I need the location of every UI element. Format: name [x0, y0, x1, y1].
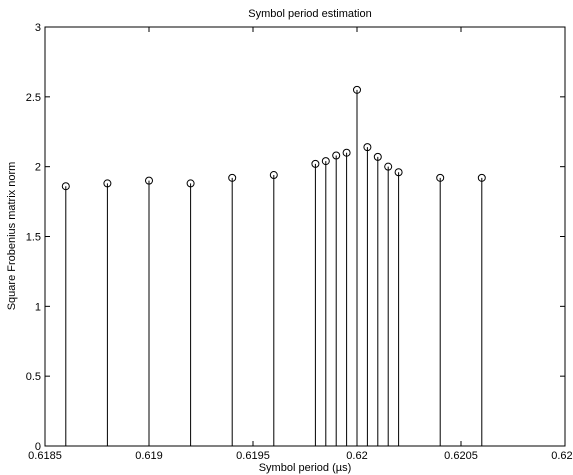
y-tick-label: 3 [35, 22, 41, 34]
stem-marker [384, 162, 393, 171]
stem-marker [342, 148, 351, 157]
plot-area-frame [44, 26, 566, 447]
chart-title: Symbol period estimation [248, 8, 372, 20]
y-tick-label: 1.5 [26, 232, 41, 244]
x-axis: 0.6185 0.619 0.6195 0.62 0.6205 0.621 [28, 27, 573, 462]
x-tick-label: 0.6195 [236, 450, 270, 462]
y-axis-label: Square Frobenius matrix norm [6, 162, 18, 311]
stem-marker [228, 173, 237, 182]
x-tick-label: 0.6205 [444, 450, 478, 462]
stem-marker [186, 179, 195, 188]
stem-marker [332, 151, 341, 160]
stem-marker [477, 173, 486, 182]
stem-marker [61, 182, 70, 191]
y-axis: 0 0.5 1 1.5 2 2.5 3 [26, 22, 565, 453]
x-tick-label: 0.619 [135, 450, 163, 462]
x-tick-label: 0.621 [551, 450, 573, 462]
stem-marker [269, 171, 278, 180]
y-tick-label: 0.5 [26, 371, 41, 383]
stem-marker [436, 173, 445, 182]
stem-marker [321, 157, 330, 166]
y-tick-label: 2.5 [26, 92, 41, 104]
stem-marker [311, 159, 320, 168]
stem-marker [353, 85, 361, 94]
stem-series [61, 85, 486, 446]
y-tick-label: 1 [35, 301, 41, 313]
stem-marker [145, 176, 153, 185]
y-tick-label: 2 [35, 162, 41, 174]
y-tick-label: 0 [35, 441, 41, 453]
stem-marker [363, 143, 372, 152]
stem-marker [394, 168, 403, 177]
x-tick-label: 0.62 [346, 450, 367, 462]
stem-marker [103, 179, 112, 188]
stem-marker [373, 152, 382, 161]
x-tick-label: 0.6185 [28, 450, 62, 462]
x-axis-label: Symbol period (µs) [259, 462, 352, 474]
